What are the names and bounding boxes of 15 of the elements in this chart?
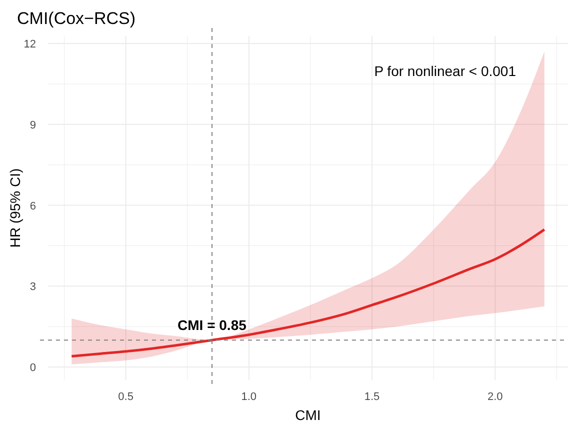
y-tick-label: 6 — [30, 200, 36, 212]
x-axis-title: CMI — [295, 407, 321, 423]
y-tick-label: 0 — [30, 362, 36, 374]
chart-title: CMI(Cox−RCS) — [17, 9, 136, 28]
x-tick-label: 0.5 — [118, 391, 134, 403]
x-tick-label: 1.0 — [241, 391, 257, 403]
y-tick-label: 12 — [24, 38, 36, 51]
x-tick-label: 1.5 — [364, 391, 380, 403]
line-series — [70, 228, 546, 358]
y-axis-title: HR (95% CI) — [7, 168, 23, 248]
y-tick-label: 3 — [30, 281, 36, 294]
annotation: P for nonlinear < 0.001 — [374, 63, 516, 79]
x-tick-label: 2.0 — [487, 391, 503, 403]
annotation: CMI = 0.85 — [178, 317, 247, 334]
y-tick-label: 9 — [30, 119, 36, 132]
